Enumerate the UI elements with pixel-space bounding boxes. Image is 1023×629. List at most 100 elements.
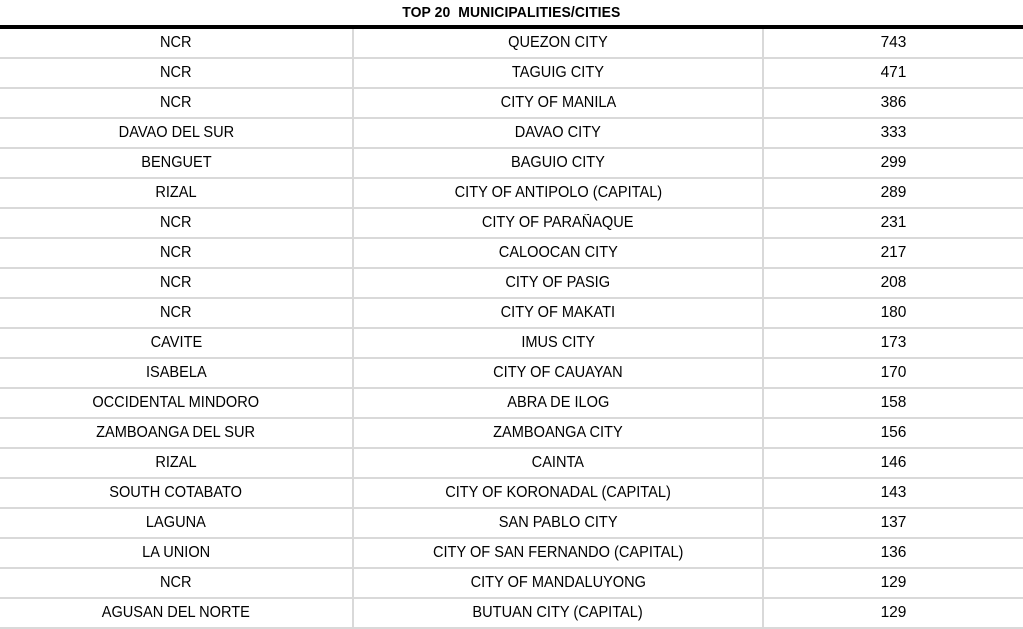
table-cell-count: 217 [763, 238, 1023, 269]
table-row: NCR CITY OF MANDALUYONG 129 [0, 568, 1023, 599]
table-row: RIZAL CITY OF ANTIPOLO (CAPITAL) 289 [0, 178, 1023, 209]
table-cell-count: 299 [763, 148, 1023, 179]
table-cell-city-text: TAGUIG CITY [511, 64, 605, 82]
table-cell-province-text: NCR [160, 94, 192, 112]
table-cell-province-text: ZAMBOANGA DEL SUR [96, 424, 256, 442]
table-row: DAVAO DEL SUR DAVAO CITY 333 [0, 118, 1023, 149]
table-cell-count: 129 [763, 568, 1023, 599]
table-cell-city-text: ABRA DE ILOG [506, 394, 610, 412]
table-cell-city: SAN PABLO CITY [353, 508, 764, 539]
table-cell-count: 146 [763, 448, 1023, 479]
table-cell-province: RIZAL [0, 448, 354, 479]
table-cell-count: 156 [763, 418, 1023, 449]
table-cell-city: CITY OF MAKATI [353, 298, 764, 329]
table-row: RIZAL CAINTA 146 [0, 448, 1023, 479]
table-cell-count-text: 386 [880, 94, 907, 112]
table-cell-count-text: 158 [880, 394, 907, 412]
table-cell-province-text: OCCIDENTAL MINDORO [92, 394, 260, 412]
table-cell-city: CALOOCAN CITY [353, 238, 764, 269]
table-cell-city: CITY OF PARAÑAQUE [353, 208, 764, 239]
table-row: AGUSAN DEL NORTE BUTUAN CITY (CAPITAL) 129 [0, 598, 1023, 629]
table-row: LAGUNA SAN PABLO CITY 137 [0, 508, 1023, 539]
table-row: NCR CITY OF MANILA 386 [0, 88, 1023, 119]
table-cell-city-text: BUTUAN CITY (CAPITAL) [472, 604, 644, 622]
table-cell-province: LAGUNA [0, 508, 354, 539]
table-cell-province-text: NCR [160, 304, 192, 322]
table-cell-count: 170 [763, 358, 1023, 389]
table-cell-count: 289 [763, 178, 1023, 209]
table-row: LA UNION CITY OF SAN FERNANDO (CAPITAL) 13… [0, 538, 1023, 569]
table-cell-count-text: 170 [880, 364, 907, 382]
table-cell-count-text: 208 [880, 274, 907, 292]
table-cell-city: IMUS CITY [353, 328, 764, 359]
table-cell-city: ZAMBOANGA CITY [353, 418, 764, 449]
table-cell-city-text: IMUS CITY [521, 334, 595, 352]
table-cell-count: 208 [763, 268, 1023, 299]
table-cell-count-text: 333 [880, 124, 907, 142]
table-cell-province: AGUSAN DEL NORTE [0, 598, 354, 629]
table-cell-province: ZAMBOANGA DEL SUR [0, 418, 354, 449]
table-row: CAVITE IMUS CITY 173 [0, 328, 1023, 359]
table-cell-count-text: 173 [880, 334, 907, 352]
table-cell-province: OCCIDENTAL MINDORO [0, 388, 354, 419]
top-municipalities-table: NCR QUEZON CITY 743 NCR TAGUIG CITY 471 NCR CIT… [0, 29, 1023, 629]
table-cell-city-text: CITY OF ANTIPOLO (CAPITAL) [454, 184, 662, 202]
table-row: NCR TAGUIG CITY 471 [0, 58, 1023, 89]
table-cell-city: BAGUIO CITY [353, 148, 764, 179]
table-cell-city: ABRA DE ILOG [353, 388, 764, 419]
table-cell-province-text: NCR [160, 574, 192, 592]
table-cell-city: CITY OF KORONADAL (CAPITAL) [353, 478, 764, 509]
table-cell-province-text: AGUSAN DEL NORTE [101, 604, 251, 622]
table-body: NCR QUEZON CITY 743 NCR TAGUIG CITY 471 NCR CIT… [0, 29, 1023, 629]
table-cell-province: RIZAL [0, 178, 354, 209]
table-cell-count: 158 [763, 388, 1023, 419]
table-cell-province: DAVAO DEL SUR [0, 118, 354, 149]
table-cell-count: 180 [763, 298, 1023, 329]
table-cell-province: LA UNION [0, 538, 354, 569]
table-cell-city: CITY OF ANTIPOLO (CAPITAL) [353, 178, 764, 209]
table-cell-count-text: 156 [880, 424, 907, 442]
table-cell-province: NCR [0, 298, 354, 329]
table-cell-city: CITY OF CAUAYAN [353, 358, 764, 389]
table-cell-city-text: BAGUIO CITY [511, 154, 605, 172]
table-row: BENGUET BAGUIO CITY 299 [0, 148, 1023, 179]
table-cell-city-text: ZAMBOANGA CITY [493, 424, 623, 442]
table-cell-city-text: CITY OF KORONADAL (CAPITAL) [445, 484, 671, 502]
table-row: ZAMBOANGA DEL SUR ZAMBOANGA CITY 156 [0, 418, 1023, 449]
table-cell-province: NCR [0, 268, 354, 299]
table-cell-province-text: ISABELA [145, 364, 207, 382]
table-row: OCCIDENTAL MINDORO ABRA DE ILOG 158 [0, 388, 1023, 419]
table-cell-count-text: 299 [880, 154, 907, 172]
table-cell-city: CITY OF MANILA [353, 88, 764, 119]
table-cell-province-text: LAGUNA [146, 514, 206, 532]
table-cell-city-text: SAN PABLO CITY [498, 514, 618, 532]
table-cell-count-text: 143 [880, 484, 907, 502]
table-cell-city: DAVAO CITY [353, 118, 764, 149]
page-title: TOP 20 MUNICIPALITIES/CITIES [402, 4, 621, 21]
table-row: NCR CITY OF MAKATI 180 [0, 298, 1023, 329]
table-cell-province: NCR [0, 58, 354, 89]
table-cell-count: 743 [763, 29, 1023, 59]
table-cell-count: 129 [763, 598, 1023, 629]
table-cell-province-text: SOUTH COTABATO [109, 484, 243, 502]
table-cell-city-text: CITY OF MAKATI [500, 304, 616, 322]
table-row: NCR CALOOCAN CITY 217 [0, 238, 1023, 269]
table-cell-province-text: BENGUET [140, 154, 212, 172]
table-cell-city-text: CITY OF CAUAYAN [493, 364, 623, 382]
table-cell-city: CITY OF PASIG [353, 268, 764, 299]
table-cell-count-text: 743 [880, 34, 907, 52]
table-cell-count: 231 [763, 208, 1023, 239]
table-cell-city: QUEZON CITY [353, 29, 764, 59]
table-cell-province: BENGUET [0, 148, 354, 179]
table-cell-province: NCR [0, 29, 354, 59]
table-cell-province: SOUTH COTABATO [0, 478, 354, 509]
table-title-bar: TOP 20 MUNICIPALITIES/CITIES [0, 0, 1023, 25]
table-cell-count: 136 [763, 538, 1023, 569]
table-cell-city-text: DAVAO CITY [514, 124, 602, 142]
table-cell-city-text: CITY OF MANILA [500, 94, 616, 112]
table-cell-count: 386 [763, 88, 1023, 119]
table-cell-province-text: NCR [160, 34, 192, 52]
table-cell-count-text: 231 [880, 214, 907, 232]
table-cell-province: NCR [0, 238, 354, 269]
